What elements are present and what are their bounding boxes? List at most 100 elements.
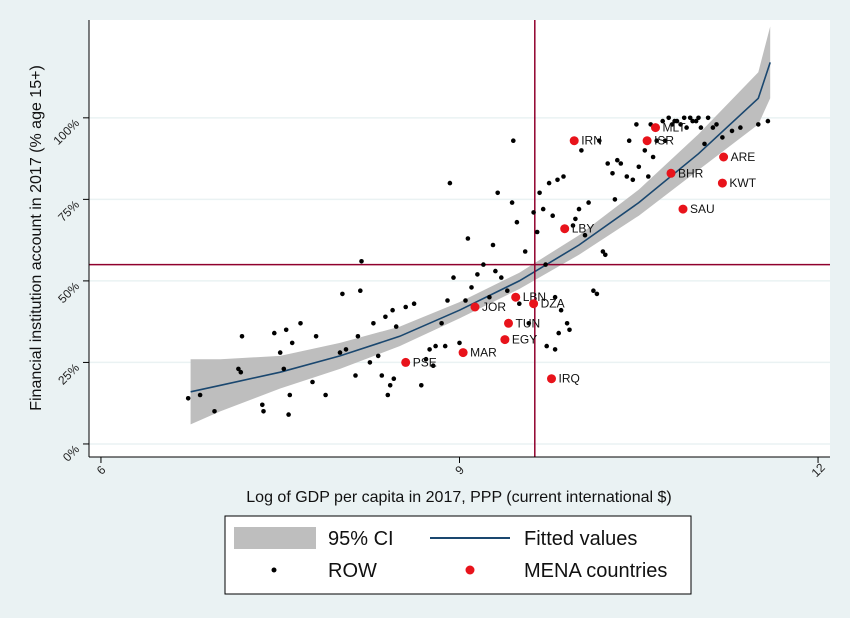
row-point: [605, 161, 610, 166]
row-point: [277, 350, 283, 355]
row-point: [283, 327, 289, 333]
row-point: [493, 268, 498, 274]
row-point: [411, 301, 417, 307]
row-point: [630, 177, 636, 183]
row-point: [681, 115, 687, 121]
row-point: [212, 409, 217, 414]
y-tick-label: 25%: [55, 360, 82, 387]
ci-band: [190, 26, 771, 425]
row-point: [558, 307, 564, 313]
mena-point: [401, 357, 411, 367]
mena-point: [470, 302, 480, 312]
row-point: [469, 285, 474, 290]
row-point: [509, 200, 515, 205]
mena-label: MAR: [470, 346, 497, 360]
row-point: [430, 363, 436, 369]
row-point: [634, 122, 639, 127]
row-point: [287, 392, 293, 398]
row-point: [340, 291, 345, 297]
mena-point: [717, 178, 727, 188]
row-point: [447, 180, 453, 186]
row-point: [561, 174, 566, 179]
mena-point: [500, 335, 510, 345]
mena-point: [678, 204, 688, 214]
mena-label: SAU: [690, 202, 715, 216]
row-point: [391, 376, 397, 382]
mena-label: KWT: [729, 176, 756, 190]
y-axis-label: Financial institution account in 2017 (%…: [28, 65, 45, 411]
x-tick-label: 9: [452, 463, 467, 478]
row-point: [197, 392, 203, 398]
x-tick-label: 6: [94, 463, 109, 478]
row-point: [544, 343, 549, 349]
row-point: [654, 138, 659, 143]
row-point: [597, 138, 602, 143]
row-point: [564, 321, 570, 326]
row-point: [573, 216, 578, 222]
row-point: [465, 236, 471, 241]
row-point: [353, 373, 358, 378]
row-point: [582, 232, 588, 238]
legend-ci-label: 95% CI: [328, 528, 394, 550]
row-point: [514, 219, 520, 225]
row-point: [666, 115, 671, 121]
mena-label: LBN: [523, 290, 546, 304]
row-point: [567, 327, 572, 333]
row-point: [705, 115, 711, 121]
x-axis-label: Log of GDP per capita in 2017, PPP (curr…: [246, 489, 671, 506]
mena-point: [458, 348, 468, 358]
row-point: [261, 409, 266, 414]
row-point: [556, 330, 561, 336]
legend-ci-swatch: [234, 527, 316, 549]
row-point: [642, 148, 648, 153]
row-point: [696, 115, 701, 121]
row-point: [522, 249, 528, 254]
row-point: [505, 288, 510, 294]
row-point: [323, 392, 328, 398]
row-point: [674, 118, 680, 124]
row-point: [439, 321, 444, 326]
row-point: [337, 350, 343, 355]
row-point: [463, 298, 468, 303]
y-tick-label: 100%: [51, 116, 83, 148]
row-point: [576, 206, 582, 212]
mena-label: MLT: [663, 121, 687, 135]
row-point: [543, 262, 548, 267]
mena-point: [719, 152, 729, 162]
row-point: [383, 314, 388, 320]
legend-mena-label: MENA countries: [524, 560, 667, 582]
row-point: [423, 356, 429, 362]
mena-label: IRN: [581, 134, 602, 148]
legend-mena-marker: [465, 565, 475, 575]
x-ticks: 6 9 12: [94, 457, 828, 480]
mena-label: DZA: [541, 297, 565, 311]
row-point: [236, 366, 241, 372]
row-point: [570, 223, 576, 228]
mena-point: [529, 299, 539, 309]
x-tick-label: 12: [809, 460, 829, 480]
row-point: [490, 242, 496, 248]
row-point: [650, 154, 656, 160]
row-point: [738, 125, 743, 130]
row-point: [457, 340, 462, 346]
row-point: [600, 249, 606, 254]
row-point: [379, 373, 385, 378]
row-point: [720, 135, 725, 140]
row-point: [385, 392, 391, 398]
row-point: [540, 206, 546, 212]
mena-point: [560, 224, 570, 234]
y-ticks: 0% 25% 50% 75% 100%: [51, 116, 89, 464]
row-point: [710, 125, 716, 130]
mena-point: [569, 136, 579, 146]
row-point: [531, 210, 536, 215]
row-point: [618, 161, 624, 166]
row-point: [238, 369, 244, 375]
row-point: [260, 402, 265, 408]
row-point: [495, 190, 501, 196]
row-point: [499, 275, 504, 280]
row-point: [610, 171, 615, 176]
row-point: [636, 164, 642, 170]
mena-label: IRQ: [559, 372, 580, 386]
row-point: [537, 190, 542, 196]
